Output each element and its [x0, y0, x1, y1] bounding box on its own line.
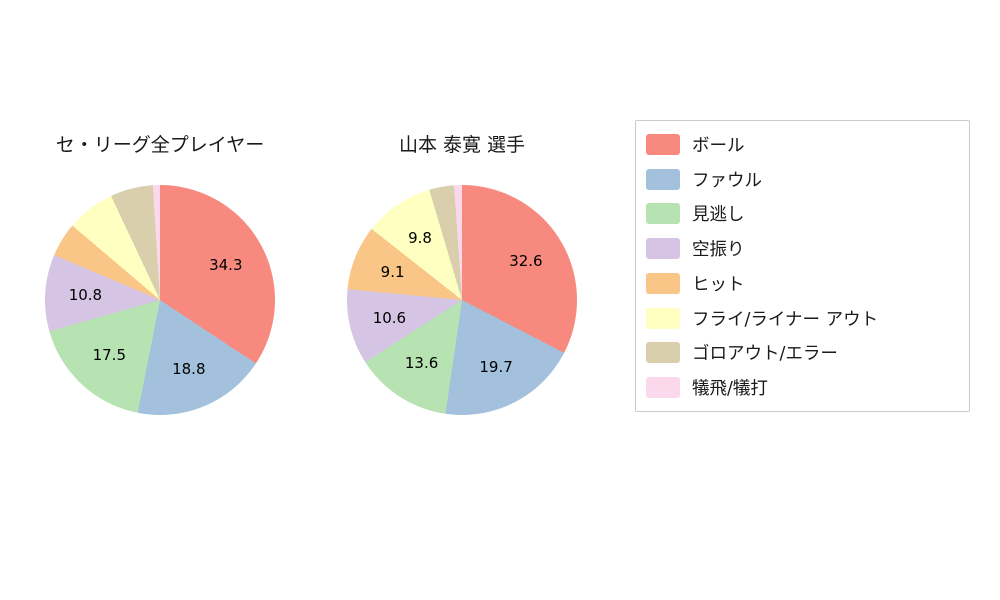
pie-chart-player — [347, 185, 577, 415]
legend-label: ファウル — [692, 170, 762, 191]
legend-swatch — [646, 342, 680, 364]
legend-swatch — [646, 133, 680, 155]
pie-chart-league — [45, 185, 275, 415]
legend-item: 見逃し — [646, 197, 959, 232]
legend-label: ボール — [692, 135, 745, 156]
legend-item: ゴロアウト/エラー — [646, 336, 959, 371]
legend-swatch — [646, 377, 680, 399]
legend-item: ファウル — [646, 162, 959, 197]
legend-item: ボール — [646, 127, 959, 162]
legend-label: 見逃し — [692, 205, 745, 226]
chart-title-league: セ・リーグ全プレイヤー — [55, 134, 265, 156]
legend-item: 犠飛/犠打 — [646, 370, 959, 405]
legend-item: フライ/ライナー アウト — [646, 301, 959, 336]
legend-item: ヒット — [646, 266, 959, 301]
legend-swatch — [646, 168, 680, 190]
legend-swatch — [646, 272, 680, 294]
legend-swatch — [646, 307, 680, 329]
chart-title-player: 山本 泰寛 選手 — [398, 134, 526, 156]
legend-label: 空振り — [692, 240, 745, 261]
legend-label: 犠飛/犠打 — [692, 379, 768, 400]
legend-swatch — [646, 238, 680, 260]
legend-label: ヒット — [692, 274, 745, 295]
legend-item: 空振り — [646, 231, 959, 266]
legend: ボールファウル見逃し空振りヒットフライ/ライナー アウト ゴロアウト/エラー 犠飛/… — [635, 120, 970, 412]
legend-label: ゴロアウト/エラー — [692, 344, 838, 365]
legend-swatch — [646, 203, 680, 225]
legend-label: フライ/ライナー アウト — [692, 309, 879, 330]
